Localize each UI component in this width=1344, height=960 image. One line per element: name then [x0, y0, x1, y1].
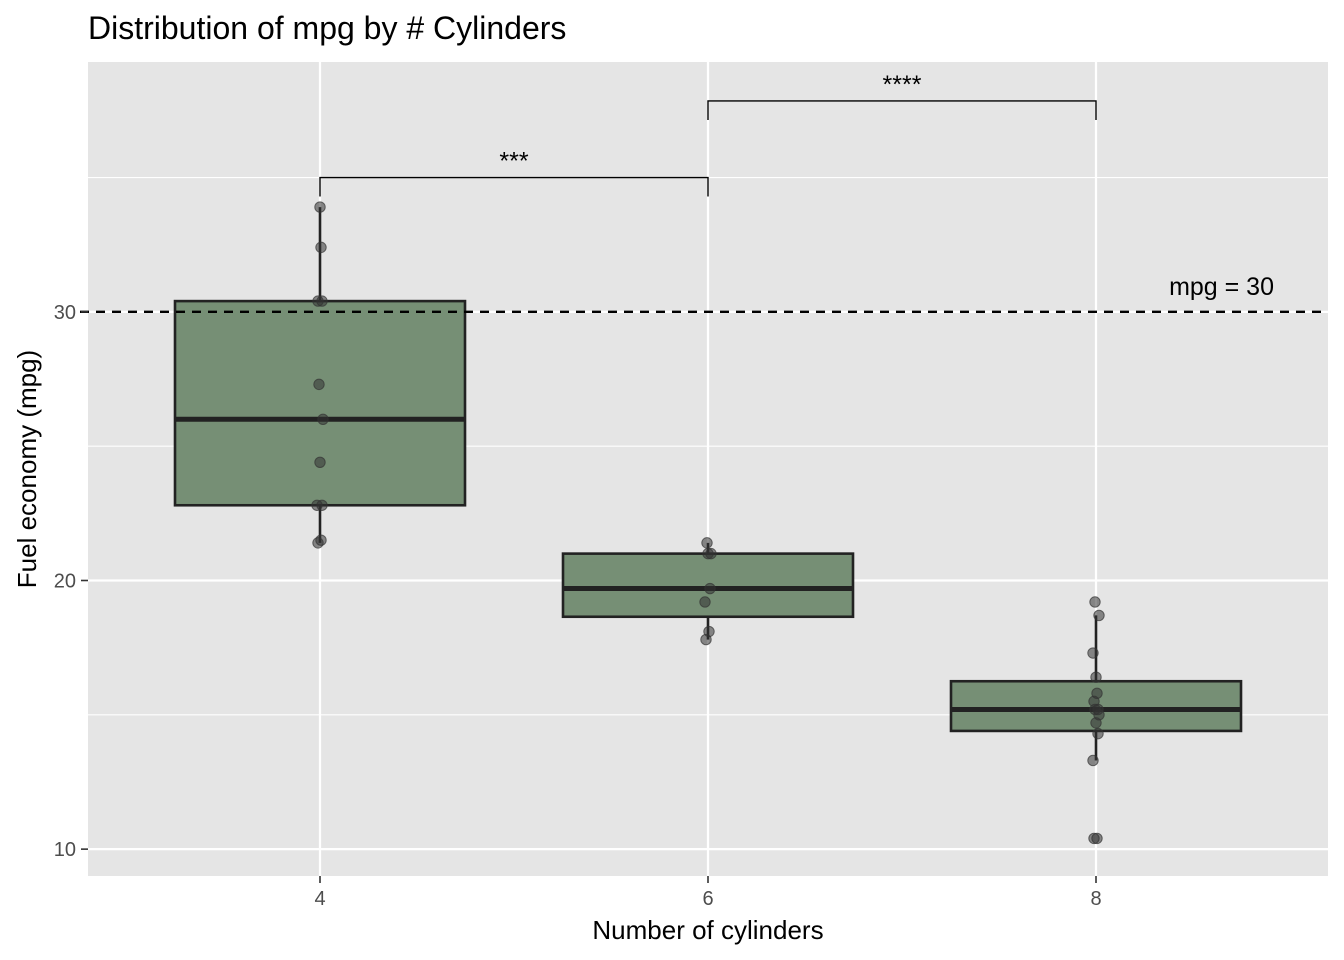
- data-point: [701, 537, 713, 549]
- data-point: [314, 201, 326, 213]
- data-point: [1087, 754, 1099, 767]
- x-tick-label: 6: [702, 888, 713, 910]
- data-point: [703, 625, 715, 638]
- significance-label: ****: [883, 71, 922, 99]
- data-point: [1090, 671, 1102, 683]
- data-point: [1087, 647, 1099, 659]
- data-point: [1089, 596, 1101, 608]
- y-tick-label: 10: [54, 839, 76, 861]
- data-point: [317, 413, 329, 426]
- x-axis-title: Number of cylinders: [592, 915, 823, 945]
- data-point: [699, 596, 711, 608]
- data-point: [315, 534, 327, 546]
- y-tick-label: 30: [54, 302, 76, 324]
- reference-line-label: mpg = 30: [1169, 273, 1274, 301]
- axes: 10 20 30 4 6 8: [54, 302, 1102, 910]
- significance-brackets: *******: [319, 71, 1097, 197]
- x-tick-label: 4: [314, 888, 325, 910]
- data-point: [316, 499, 328, 511]
- data-point: [315, 241, 327, 254]
- data-point: [704, 582, 716, 595]
- x-tick-label: 8: [1090, 888, 1101, 910]
- data-point: [705, 547, 717, 560]
- chart-title: Distribution of mpg by # Cylinders: [88, 10, 567, 46]
- data-point: [1091, 687, 1103, 700]
- y-tick-label: 20: [54, 570, 76, 592]
- data-point: [1091, 832, 1103, 845]
- y-axis-title: Fuel economy (mpg): [12, 350, 42, 588]
- data-points: [311, 201, 1105, 845]
- data-point: [314, 456, 326, 468]
- significance-bracket: [319, 176, 709, 197]
- data-point: [312, 295, 324, 307]
- reference-line-group: mpg = 30: [80, 273, 1328, 314]
- data-point: [1092, 727, 1104, 740]
- box-4: [173, 299, 467, 507]
- data-point: [1093, 609, 1105, 622]
- significance-label: ***: [499, 148, 528, 176]
- data-point: [313, 378, 325, 391]
- significance-bracket: [707, 100, 1097, 120]
